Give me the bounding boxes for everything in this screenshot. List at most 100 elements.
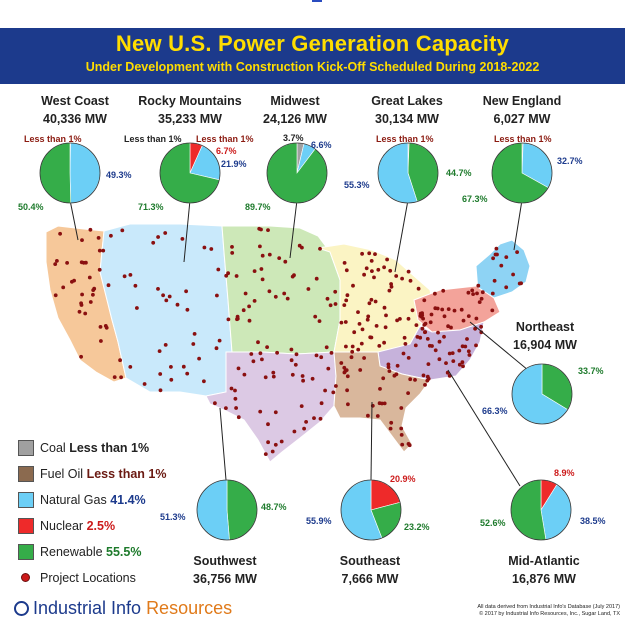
project-location-dot (277, 256, 282, 260)
project-location-dot (437, 357, 442, 362)
project-location-dot (389, 284, 394, 289)
project-location-dot (466, 349, 471, 354)
project-location-dot (214, 346, 219, 351)
project-location-dot (493, 252, 498, 257)
region-name: Mid-Atlantic (508, 554, 580, 568)
project-location-dot (343, 320, 348, 324)
project-location-dot (342, 261, 347, 265)
pie-label: 71.3% (138, 202, 164, 212)
leader-line-southwest (219, 407, 227, 481)
project-location-dot (358, 368, 363, 372)
project-location-dot (504, 255, 509, 259)
project-location-dot (400, 276, 404, 281)
region-header-southeast: Southeast 7,666 MW (315, 554, 425, 586)
project-location-dot (209, 247, 214, 251)
pie-label: 3.7% (283, 133, 304, 143)
project-location-dot (441, 288, 446, 293)
region-capacity: 16,904 MW (513, 338, 577, 352)
project-location-dot (426, 362, 431, 366)
region-header-mid-atlantic: Mid-Atlantic 16,876 MW (486, 554, 602, 586)
project-location-dot (339, 361, 344, 365)
project-location-dot (504, 285, 509, 290)
project-location-dot (470, 288, 475, 293)
project-location-dot (234, 274, 239, 278)
project-location-dot (128, 273, 133, 277)
project-location-dot (106, 283, 111, 288)
project-location-dot (457, 348, 462, 353)
project-location-dot (282, 291, 287, 296)
credit-line: © 2017 by Industrial Info Resources, Inc… (479, 611, 620, 617)
project-location-dot (158, 372, 163, 376)
project-location-dot (377, 344, 382, 348)
project-location-dot (345, 374, 350, 379)
project-location-dot (344, 344, 348, 349)
project-location-dot (217, 338, 222, 343)
project-location-dot (450, 351, 455, 355)
region-capacity: 7,666 MW (341, 572, 399, 586)
project-location-dot (362, 356, 366, 360)
project-location-dot (406, 269, 411, 274)
project-location-dot (473, 326, 477, 331)
project-location-dot (292, 273, 296, 278)
project-location-dot (369, 335, 374, 340)
project-location-dot (258, 244, 262, 249)
pie-slice-renewable (39, 142, 72, 204)
title-banner: New U.S. Power Generation Capacity Under… (0, 28, 625, 84)
project-location-dot (77, 309, 82, 314)
region-capacity: 24,126 MW (263, 112, 327, 126)
legend-swatch-fuel-oil (18, 466, 34, 482)
project-location-dot (96, 236, 101, 240)
project-location-dot (164, 298, 169, 303)
project-location-dot (395, 363, 400, 368)
region-capacity: 40,336 MW (43, 112, 107, 126)
project-location-dot (163, 231, 168, 235)
project-location-dot (97, 248, 102, 253)
project-location-dot (151, 240, 156, 245)
project-location-dot (399, 433, 404, 437)
project-location-dot (471, 292, 475, 296)
project-location-dot (492, 278, 497, 283)
legend-label: Coal (40, 441, 66, 455)
project-location-dot (367, 251, 372, 256)
project-location-dot (386, 365, 391, 370)
project-location-dot (395, 318, 399, 323)
project-location-markers (53, 226, 523, 456)
project-location-dot (101, 248, 106, 253)
project-location-dot (460, 360, 465, 365)
region-header-rocky-mountains: Rocky Mountains 35,233 MW (130, 94, 250, 126)
project-location-dot (81, 260, 86, 265)
project-location-dot (446, 307, 451, 311)
region-name: Southeast (339, 554, 401, 568)
region-name: New England (482, 94, 562, 108)
project-location-dot (169, 377, 174, 382)
pie-slice-renewable (226, 479, 258, 541)
legend-label: Fuel Oil (40, 467, 84, 481)
region-header-midwest: Midwest 24,126 MW (245, 94, 345, 126)
pie-outline (377, 142, 439, 204)
project-location-dot (135, 306, 139, 310)
pie-label: Less than 1% (376, 134, 434, 144)
project-location-dot (260, 277, 265, 282)
pie-outline (196, 479, 258, 541)
project-location-dot (461, 318, 466, 323)
pie-label: Less than 1% (196, 134, 254, 144)
project-location-dot (163, 343, 168, 347)
project-location-dot (474, 343, 478, 348)
project-location-dot (87, 275, 92, 280)
pie-chart-great-lakes (377, 142, 439, 204)
pie-label: 20.9% (390, 474, 416, 484)
project-location-dot (374, 324, 379, 328)
project-location-dot (256, 340, 260, 345)
project-location-dot (259, 267, 264, 271)
chart-title: New U.S. Power Generation Capacity (115, 31, 510, 56)
project-location-dot (289, 358, 294, 363)
project-location-dot (423, 330, 427, 335)
project-location-dot (511, 272, 515, 277)
project-location-dot (181, 364, 186, 369)
project-location-dot (242, 372, 247, 377)
project-location-dot (53, 293, 58, 298)
project-location-dot (252, 269, 257, 273)
project-location-dot (406, 356, 411, 360)
project-location-dot (387, 288, 392, 293)
pie-chart-new-england (491, 142, 553, 204)
